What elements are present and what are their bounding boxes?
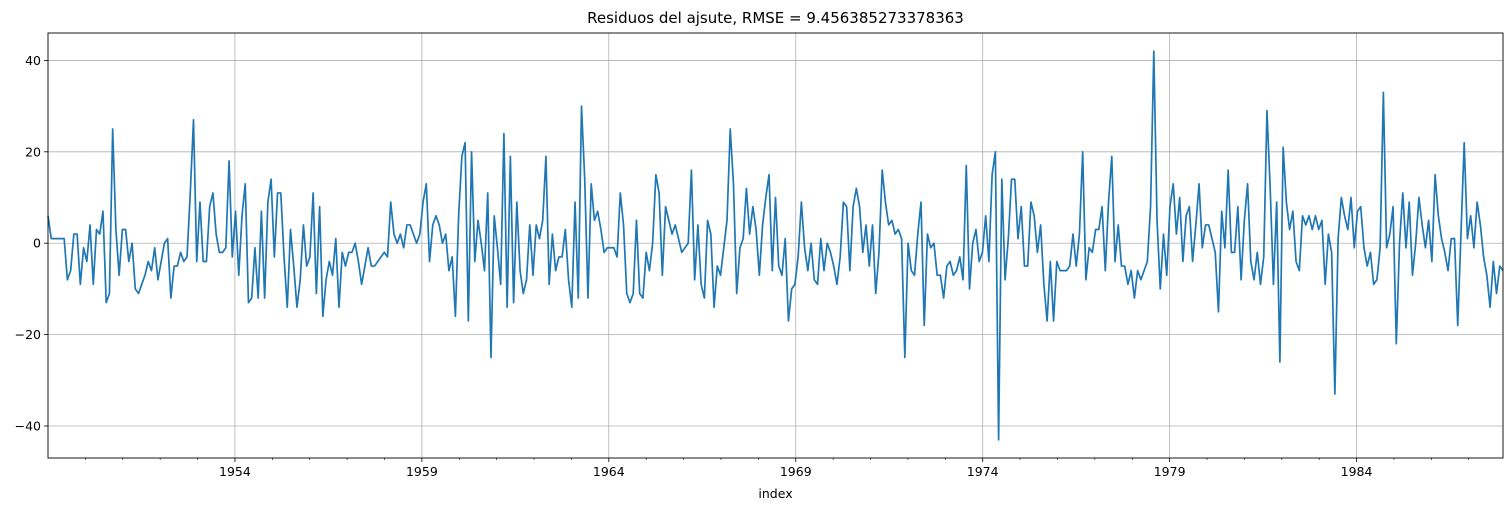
x-tick-label: 1964 — [593, 464, 625, 479]
x-tick-label: 1974 — [967, 464, 999, 479]
plot-frame — [47, 32, 1504, 459]
x-minor-ticks — [85, 458, 1470, 460]
residuals-series-line — [47, 50, 1504, 441]
y-tick-label: 40 — [25, 53, 41, 68]
y-tick-label: −40 — [15, 419, 41, 434]
y-tick-label: 0 — [33, 236, 41, 251]
chart-title: Residuos del ajsute, RMSE = 9.4563852733… — [587, 9, 964, 27]
y-tick-label: 20 — [25, 144, 41, 159]
x-tick-label: 1954 — [219, 464, 251, 479]
y-tick-label: −20 — [15, 327, 41, 342]
x-tick-label: 1984 — [1341, 464, 1373, 479]
x-tick-label: 1979 — [1154, 464, 1186, 479]
x-tick-label: 1969 — [780, 464, 812, 479]
series-group — [47, 50, 1504, 441]
y-axis-ticks: −40 −20 0 20 40 — [15, 53, 48, 434]
x-axis-ticks: 1954 1959 1964 1969 1974 1979 1984 — [219, 458, 1373, 479]
x-axis-label: index — [758, 486, 792, 501]
x-tick-label: 1959 — [406, 464, 438, 479]
